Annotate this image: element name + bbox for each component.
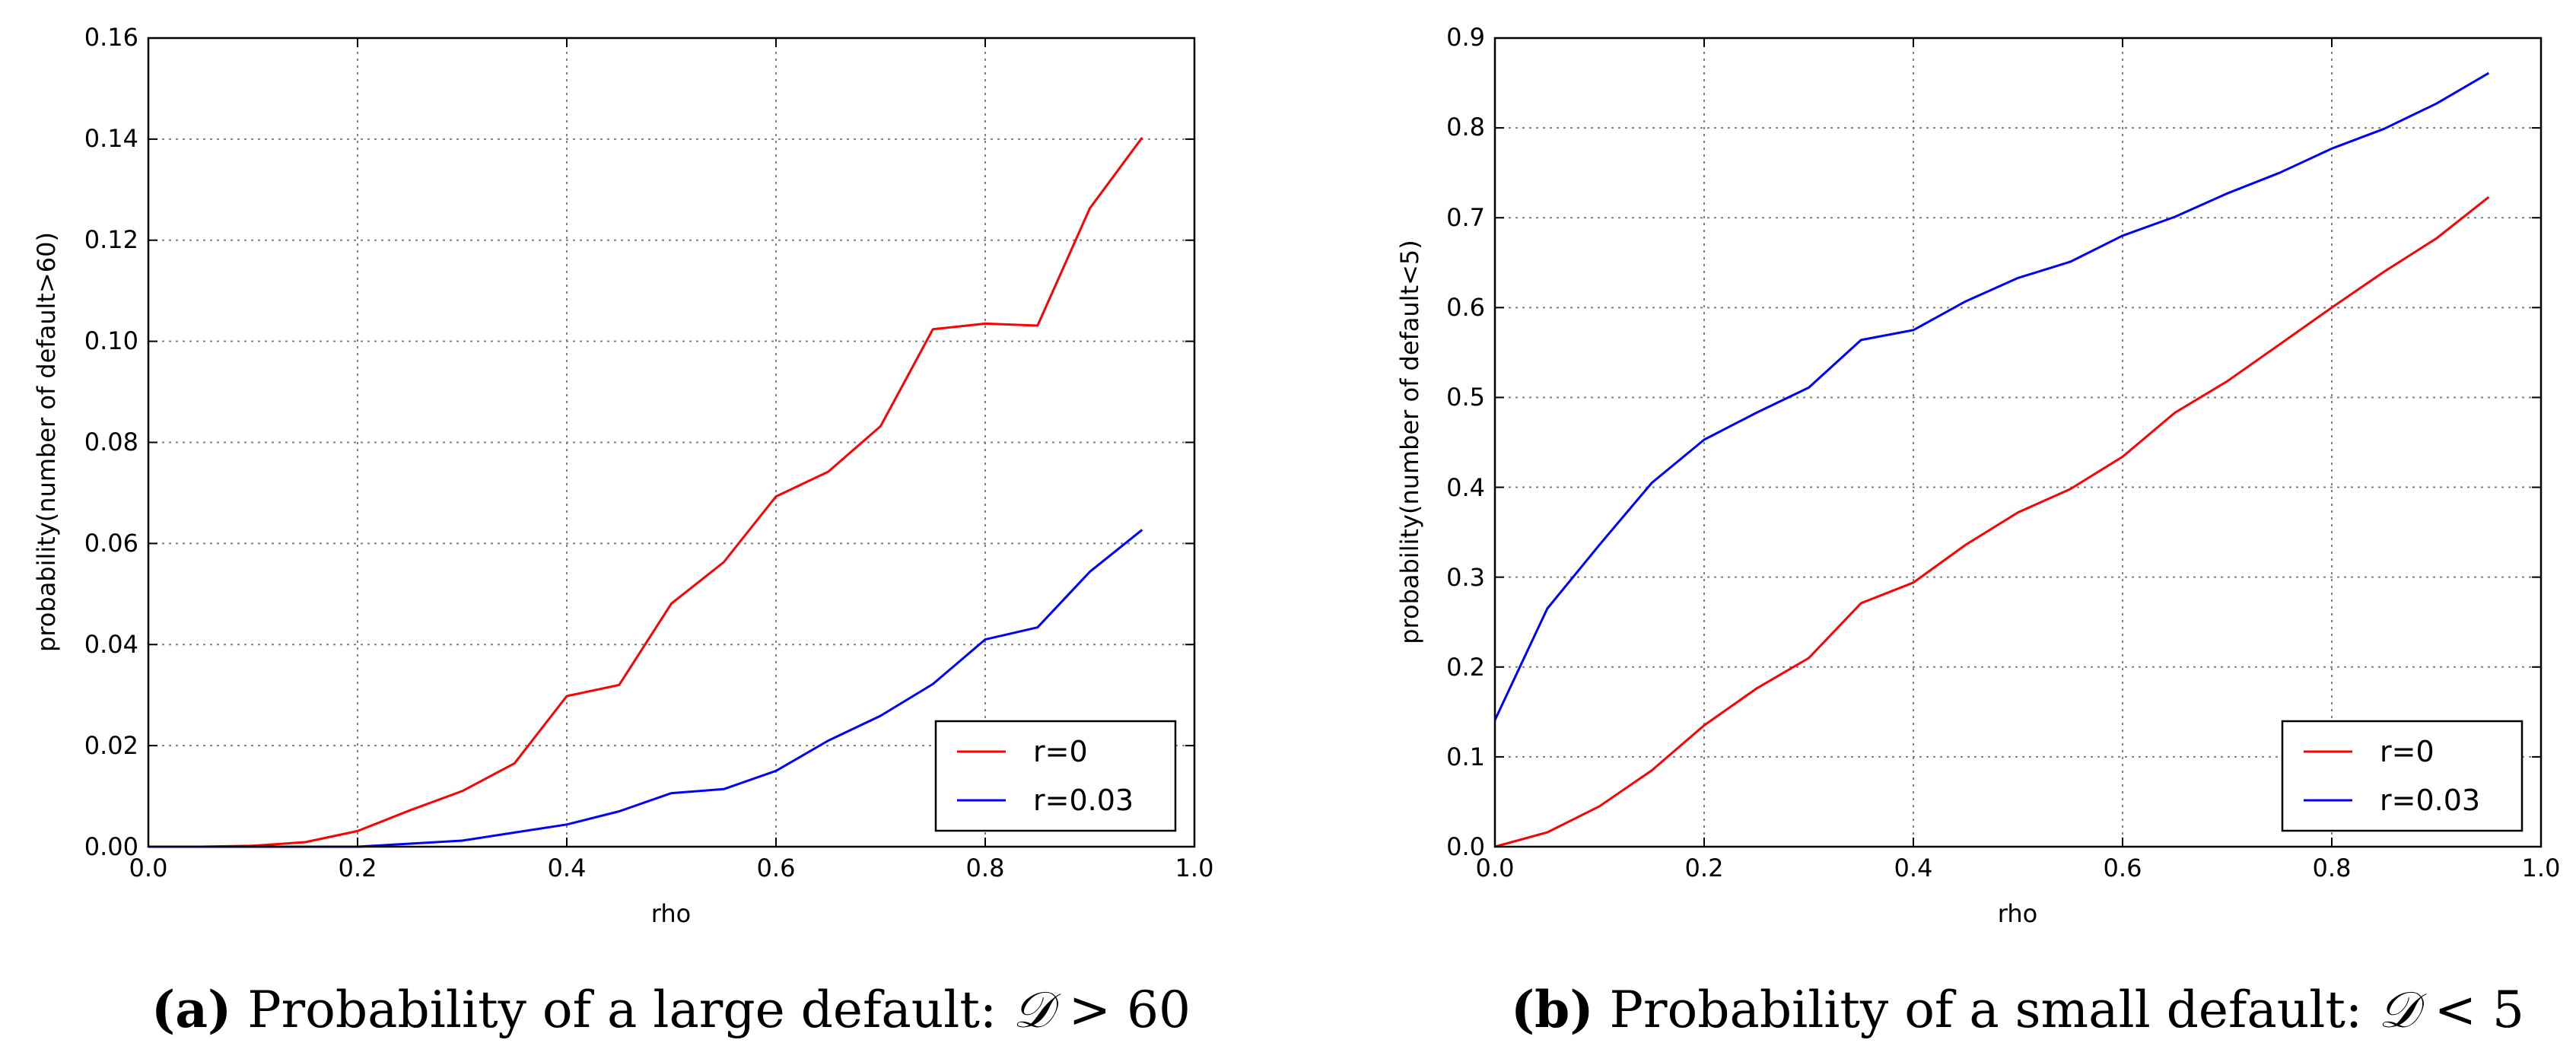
legend-label-r0: r=0 (2380, 735, 2434, 768)
y-tick-label: 0.10 (84, 326, 138, 355)
y-tick-label: 0.06 (84, 529, 138, 558)
caption-text: Probability of a small default: (1594, 981, 2379, 1039)
y-tick-label: 0.6 (1446, 293, 1485, 322)
caption-label: (a) (151, 980, 231, 1039)
tick-marks (148, 37, 1195, 847)
legend: r=0 r=0.03 (934, 720, 1177, 832)
series-line-r0 (148, 137, 1143, 848)
y-axis-label: probability(number of default<5) (1395, 240, 1424, 644)
legend-box (934, 720, 1177, 832)
caption-math-rest: > 60 (1053, 981, 1191, 1039)
series-line-r003 (1493, 72, 2490, 721)
x-tick-label: 0.0 (129, 854, 168, 882)
x-axis-label: rho (651, 899, 691, 928)
legend-box (2281, 720, 2524, 832)
x-tick-label: 0.4 (548, 854, 587, 882)
caption-a: (a) Probability of a large default: 𝒟 > … (151, 980, 1191, 1039)
y-tick-label: 0.12 (84, 225, 138, 254)
x-tick-label: 0.6 (2104, 854, 2142, 882)
y-tick-label: 0.04 (84, 630, 138, 659)
tick-marks (1494, 37, 2542, 847)
caption-b: (b) Probability of a small default: 𝒟 < … (1511, 980, 2524, 1039)
y-tick-labels: 0.0 0.1 0.2 0.3 0.4 0.5 0.6 0.7 0.8 0.9 (1446, 23, 1485, 861)
y-tick-label: 0.14 (84, 124, 138, 153)
x-tick-labels: 0.0 0.2 0.4 0.6 0.8 1.0 (1476, 854, 2561, 882)
series-line-r0 (1494, 196, 2490, 848)
legend-label-r003: r=0.03 (2380, 784, 2480, 817)
y-tick-label: 0.3 (1446, 563, 1485, 592)
x-tick-label: 0.6 (757, 854, 796, 882)
x-tick-label: 0.0 (1476, 854, 1515, 882)
legend: r=0 r=0.03 (2281, 720, 2524, 832)
y-tick-label: 0.0 (1446, 832, 1485, 861)
y-tick-label: 0.4 (1446, 473, 1485, 502)
y-tick-label: 0.2 (1446, 653, 1485, 682)
y-tick-label: 0.5 (1446, 383, 1485, 412)
x-tick-label: 1.0 (1175, 854, 1214, 882)
series-group (1493, 72, 2490, 848)
y-tick-labels: 0.00 0.02 0.04 0.06 0.08 0.10 0.12 0.14 … (84, 23, 138, 861)
x-tick-label: 1.0 (2522, 854, 2561, 882)
y-tick-label: 0.08 (84, 428, 138, 456)
y-tick-label: 0.02 (84, 731, 138, 760)
x-tick-label: 0.2 (339, 854, 377, 882)
chart-panel-b: 0.0 0.1 0.2 0.3 0.4 0.5 0.6 0.7 0.8 0.9 … (1395, 23, 2560, 1039)
x-tick-label: 0.4 (1894, 854, 1933, 882)
caption-text: Probability of a large default: (231, 981, 1013, 1039)
y-tick-label: 0.9 (1446, 23, 1485, 52)
caption-label: (b) (1511, 980, 1594, 1039)
legend-label-r0: r=0 (1033, 735, 1088, 768)
y-axis-label: probability(number of default>60) (32, 232, 61, 652)
chart-panel-a: 0.00 0.02 0.04 0.06 0.08 0.10 0.12 0.14 … (32, 23, 1213, 1039)
y-tick-label: 0.16 (84, 23, 138, 52)
x-tick-label: 0.8 (966, 854, 1005, 882)
y-tick-label: 0.1 (1446, 742, 1485, 771)
caption-math-rest: < 5 (2419, 981, 2524, 1039)
x-tick-label: 0.2 (1685, 854, 1724, 882)
plot-frame (1493, 37, 2543, 848)
y-tick-label: 0.8 (1446, 113, 1485, 141)
x-tick-labels: 0.0 0.2 0.4 0.6 0.8 1.0 (129, 854, 1214, 882)
x-tick-label: 0.8 (2313, 854, 2352, 882)
y-tick-label: 0.00 (84, 832, 138, 861)
x-axis-label: rho (1998, 899, 2037, 928)
legend-label-r003: r=0.03 (1033, 784, 1134, 817)
y-tick-label: 0.7 (1446, 203, 1485, 232)
